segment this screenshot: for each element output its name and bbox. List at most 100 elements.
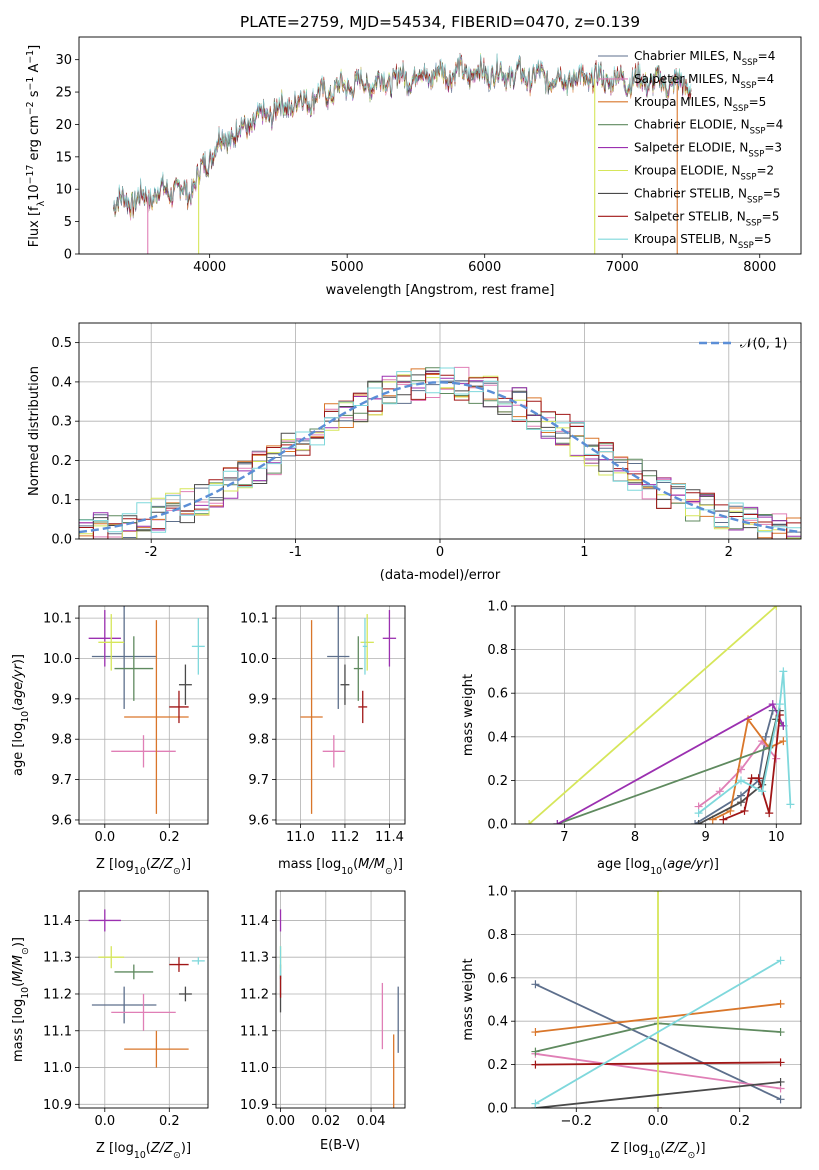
series-marker [776, 956, 785, 965]
label-part: )] [11, 654, 26, 664]
label-part: age/yr [11, 662, 26, 705]
data-point [382, 610, 397, 667]
legend-label-sub: SSP [741, 173, 757, 183]
plot-area [300, 606, 397, 814]
y-axis-label: Flux [fλ10−17 erg cm−2 s−1 A−1] [25, 45, 47, 247]
data-point [169, 690, 189, 724]
label-part: s [27, 90, 42, 101]
label-part: Z [log [96, 857, 134, 872]
y-tick-label: 0.2 [487, 1058, 508, 1073]
series-marker [779, 667, 788, 676]
series-marker [654, 891, 662, 895]
legend-label: Kroupa MILES, NSSP=5 [634, 95, 766, 114]
y-tick-label: 25 [55, 86, 72, 101]
y-tick-label: 11.4 [43, 914, 72, 929]
y-tick-label: 30 [55, 53, 72, 68]
series-marker [694, 820, 703, 824]
label-part: A [27, 64, 42, 77]
legend-label-end: =4 [766, 118, 784, 132]
series-marker [779, 737, 788, 746]
axes-frame [78, 890, 209, 1109]
x-axis-label: Z [log10(Z/Z⊙)] [96, 1141, 191, 1161]
x-tick-label: 0 [436, 545, 444, 560]
x-tick-label: 0.2 [729, 1114, 750, 1129]
legend-label-end: =5 [762, 209, 780, 223]
series-marker [758, 787, 767, 796]
x-tick-label: 4000 [193, 260, 226, 275]
y-axis-label: Normed distribution [27, 366, 42, 496]
series-marker [761, 732, 770, 741]
data-point [91, 606, 157, 709]
x-tick-label: 11.4 [375, 830, 404, 845]
axes-frame [78, 605, 209, 825]
y-tick-label: 1.0 [487, 600, 508, 615]
label-part: mass [log [11, 999, 26, 1062]
y-tick-label: 10.0 [240, 652, 269, 667]
legend-label: Chabrier ELODIE, NSSP=4 [634, 118, 783, 137]
y-tick-label: 0.1 [51, 493, 72, 508]
x-tick-label: 5000 [331, 260, 364, 275]
label-part: age [log [11, 723, 26, 776]
legend-label-end: =2 [756, 164, 774, 178]
y-tick-label: 0.3 [51, 415, 72, 430]
y-tick-label: 11.2 [43, 987, 72, 1002]
series-marker [768, 700, 777, 709]
data-point [340, 664, 350, 705]
x-tick-label: 0.2 [159, 830, 180, 845]
legend-label: 𝒩(0, 1) [740, 337, 787, 352]
label-part: Flux [f [27, 206, 42, 247]
label-part: 10 [20, 987, 31, 999]
y-tick-label: 9.6 [51, 813, 72, 828]
data-point [327, 606, 350, 709]
data-point [111, 993, 176, 1031]
series-marker [525, 820, 534, 824]
legend-label: Kroupa ELODIE, NSSP=2 [634, 164, 774, 183]
mass-weight-vs-metallicity-panel: −0.2 0.0 0.2 0.0 0.2 0.4 0.6 0.8 1.0 Z [log10(Z/Z… [461, 885, 802, 1161]
x-axis-label: Z [log10(Z/Z⊙)] [96, 857, 191, 877]
series-marker [776, 1095, 785, 1104]
y-tick-label: 0.8 [487, 643, 508, 658]
legend-label: Salpeter MILES, NSSP=4 [634, 72, 774, 91]
label-part: ( [11, 706, 26, 711]
label-part: age/yr [667, 857, 710, 872]
legend-label-sub: SSP [741, 81, 757, 91]
label-part: 10 [134, 1150, 146, 1161]
series-line [535, 1061, 781, 1066]
series-marker [531, 1047, 540, 1056]
label-part: Z/Z [664, 1141, 688, 1156]
y-tick-label: 11.0 [43, 1061, 72, 1076]
x-tick-label: −0.2 [560, 1114, 592, 1129]
legend-label-sub: SSP [738, 241, 754, 251]
y-tick-label: 5 [64, 215, 72, 230]
data-point [114, 964, 154, 980]
x-tick-label: 11.0 [286, 830, 315, 845]
series-marker [775, 700, 784, 709]
label-part: 10 [650, 866, 662, 877]
label-part: )] [695, 1141, 705, 1156]
label-part: Z [log [610, 1141, 648, 1156]
data-point [178, 986, 192, 1002]
plot-area [113, 52, 692, 254]
y-tick-label: 0.4 [487, 1015, 508, 1030]
label-part: Z [log [96, 1141, 134, 1156]
legend-label-main: Salpeter STELIB, N [634, 209, 746, 223]
series-marker [691, 820, 700, 824]
y-axis-label: mass weight [461, 958, 476, 1040]
series-marker [776, 1077, 785, 1086]
legend-label-sub: SSP [750, 127, 766, 137]
series-marker [719, 815, 728, 824]
legend-label-sub: SSP [742, 58, 758, 68]
label-part: 10 [648, 1150, 660, 1161]
series-marker [715, 787, 724, 796]
label-part: −17 [25, 165, 36, 185]
x-tick-label: 1 [580, 545, 588, 560]
x-tick-label: 7000 [606, 260, 639, 275]
y-tick-label: 10.9 [240, 1098, 269, 1113]
y-tick-label: 9.6 [248, 813, 269, 828]
x-axis-label: Z [log10(Z/Z⊙)] [610, 1141, 705, 1161]
y-tick-label: 9.9 [248, 692, 269, 707]
label-part: ( [353, 857, 358, 872]
legend-label: Chabrier STELIB, NSSP=5 [634, 186, 781, 205]
x-tick-label: 0.00 [266, 1114, 295, 1129]
label-part: ( [146, 1141, 151, 1156]
